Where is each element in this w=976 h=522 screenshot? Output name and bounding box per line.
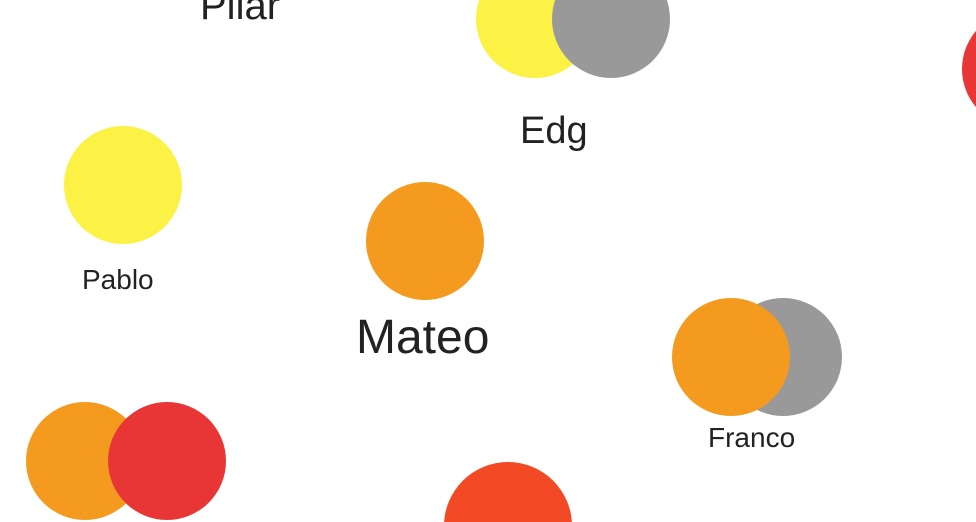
node-circle-right-red[interactable] bbox=[962, 10, 976, 128]
node-circle-bottom-center[interactable] bbox=[444, 462, 572, 522]
node-circle-bottom-left-red[interactable] bbox=[108, 402, 226, 520]
node-circle-mateo[interactable] bbox=[366, 182, 484, 300]
node-label-pablo[interactable]: Pablo bbox=[82, 264, 154, 295]
node-label-pilar[interactable]: Pilar bbox=[200, 0, 281, 28]
node-circle-pablo[interactable] bbox=[64, 126, 182, 244]
node-circle-franco-orange[interactable] bbox=[672, 298, 790, 416]
node-label-franco[interactable]: Franco bbox=[708, 422, 796, 453]
node-label-edg[interactable]: Edg bbox=[520, 110, 588, 152]
node-label-mateo[interactable]: Mateo bbox=[356, 311, 490, 364]
